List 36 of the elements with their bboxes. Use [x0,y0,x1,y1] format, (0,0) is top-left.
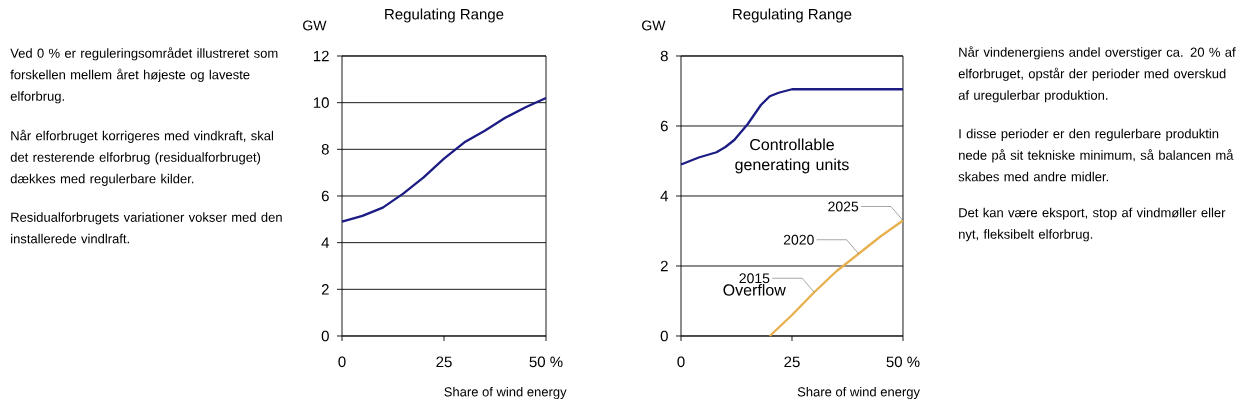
text: Residualforbrugets variationer vokser med den installerede vindlraft. [11,212,282,244]
text: Når vindenergiens andel overstiger ca. 20 % af elforbruget, opstår der perioder med overskud af uregulerbar produktion. [958,46,1236,103]
annotation: 2025 [828,201,859,212]
y-tick-label: 0 [321,330,329,342]
y-axis-title: GW [303,20,327,31]
y-tick-label: 0 [660,330,668,342]
x-tick-label: 50 % [529,356,563,368]
y-tick-label: 6 [321,190,329,202]
y-tick-label: 8 [660,50,668,62]
y-tick-label: 2 [321,284,329,295]
text: Det kan være eksport, stop af vindmøller eller nyt, fleksibelt elforbrug. [959,207,1226,242]
chart-title: Regulating Range [733,8,852,23]
chart-title: Regulating Range [385,8,504,23]
y-tick-label: 2 [660,260,668,272]
x-tick-label: 0 [338,356,346,368]
y-tick-label: 4 [660,190,669,202]
y-tick-label: 10 [313,97,329,108]
annotation: 2015 [739,273,770,284]
x-tick-label: 0 [677,356,685,368]
y-tick-label: 8 [321,144,329,155]
y-axis-title: GW [642,20,666,31]
line-series [340,96,548,223]
annotation: 2020 [783,234,814,245]
x-axis-title: Share of wind energy [797,386,920,400]
x-tick-label: 50 % [886,356,920,368]
y-tick-label: 6 [660,120,668,132]
text: Ved 0 % er reguleringsområdet illustreret som forskellen mellem året højeste og laveste elforbrug. [10,47,278,104]
series-label: Overflow [723,283,786,296]
x-tick-label: 25 [436,356,452,368]
y-tick-label: 4 [321,237,330,248]
text: I disse perioder er den regulerbare produktin nede på sit tekniske minimum, så balancen må skabes med andre midler. [958,128,1234,182]
series-label: Controllable generating units [735,138,849,174]
x-tick-label: 25 [784,356,800,368]
y-tick-label: 12 [313,50,329,62]
x-axis-title: Share of wind energy [444,386,567,400]
text: Når elforbruget korrigeres med vindkraft, skal det resterende elforbrug (residualforbruget) dækkes med regulerbare kilder. [10,129,274,186]
